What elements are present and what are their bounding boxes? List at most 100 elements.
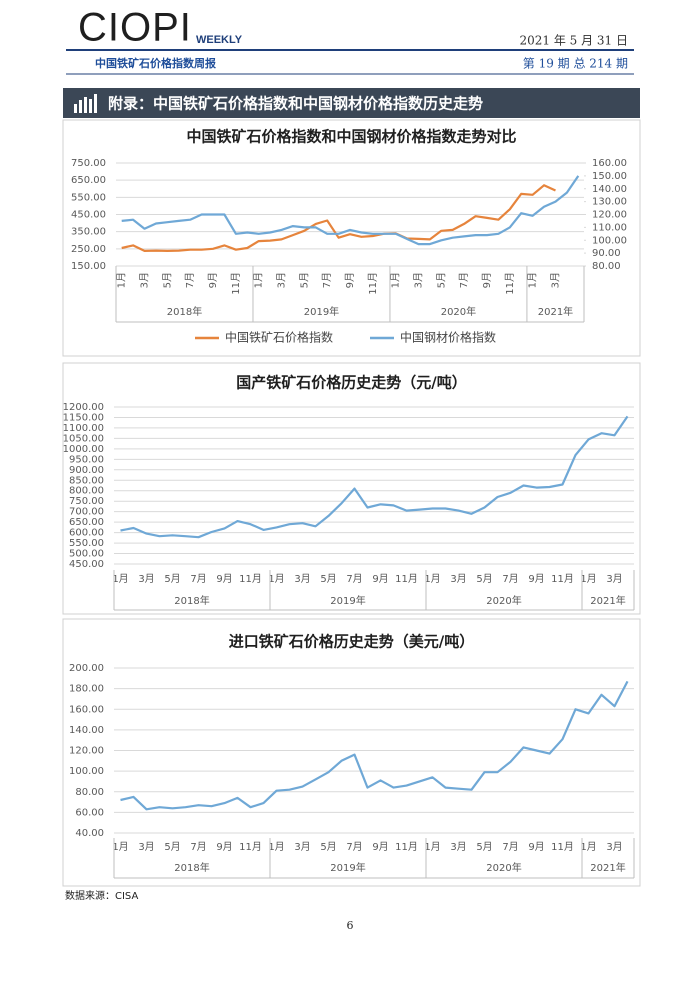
y-tick-label: 900.00 bbox=[69, 465, 104, 476]
x-group-label: 2019年 bbox=[330, 861, 365, 874]
y-tick-label: 110.00 bbox=[592, 222, 627, 233]
x-group-label: 2018年 bbox=[174, 594, 209, 607]
x-tick-label: 11月 bbox=[551, 573, 574, 585]
logo-tag: WEEKLY bbox=[196, 34, 243, 46]
x-tick-label: 5月 bbox=[298, 272, 310, 288]
legend-label: 中国铁矿石价格指数 bbox=[225, 330, 333, 345]
x-tick-label: 3月 bbox=[606, 573, 622, 585]
x-tick-label: 5月 bbox=[164, 573, 180, 585]
x-group-label: 2021年 bbox=[590, 861, 625, 874]
y-tick-label: 800.00 bbox=[69, 486, 104, 497]
chart-title: 进口铁矿石价格历史走势（美元/吨） bbox=[229, 633, 474, 651]
x-tick-label: 1月 bbox=[424, 573, 440, 585]
x-tick-label: 9月 bbox=[216, 841, 232, 853]
y-tick-label: 650.00 bbox=[69, 517, 104, 528]
x-tick-label: 7月 bbox=[321, 272, 333, 288]
x-group-label: 2020年 bbox=[486, 594, 521, 607]
data-line bbox=[121, 184, 556, 252]
x-tick-label: 9月 bbox=[207, 272, 219, 288]
x-tick-label: 9月 bbox=[481, 272, 493, 288]
section-title: 附录：中国铁矿石价格指数和中国钢材价格指数历史走势 bbox=[108, 95, 483, 113]
x-tick-label: 3月 bbox=[294, 573, 310, 585]
y-tick-label: 850.00 bbox=[69, 475, 104, 486]
date: 2021 年 5 月 31 日 bbox=[519, 34, 628, 48]
x-tick-label: 3月 bbox=[294, 841, 310, 853]
x-tick-label: 3月 bbox=[138, 573, 154, 585]
x-tick-label: 9月 bbox=[528, 573, 544, 585]
x-tick-label: 9月 bbox=[372, 841, 388, 853]
x-tick-label: 7月 bbox=[346, 573, 362, 585]
y-tick-label: 100.00 bbox=[69, 766, 104, 777]
data-line bbox=[120, 415, 629, 539]
x-tick-label: 11月 bbox=[239, 573, 262, 585]
y-tick-label: 450.00 bbox=[69, 559, 104, 570]
x-tick-label: 5月 bbox=[476, 841, 492, 853]
x-tick-label: 5月 bbox=[476, 573, 492, 585]
chart-title: 国产铁矿石价格历史走势（元/吨） bbox=[236, 374, 466, 392]
x-tick-label: 3月 bbox=[606, 841, 622, 853]
y-tick-label: 1050.00 bbox=[63, 433, 104, 444]
y-tick-label: 100.00 bbox=[592, 235, 627, 246]
x-group-label: 2021年 bbox=[590, 594, 625, 607]
x-tick-label: 1月 bbox=[580, 841, 596, 853]
x-tick-label: 1月 bbox=[112, 841, 128, 853]
x-tick-label: 1月 bbox=[268, 841, 284, 853]
x-tick-label: 1月 bbox=[268, 573, 284, 585]
y-tick-label: 120.00 bbox=[69, 746, 104, 757]
x-tick-label: 7月 bbox=[458, 272, 470, 288]
x-tick-label: 1月 bbox=[116, 272, 128, 288]
y-tick-label: 120.00 bbox=[592, 210, 627, 221]
chart-frame bbox=[62, 618, 641, 887]
x-tick-label: 7月 bbox=[184, 272, 196, 288]
x-tick-label: 1月 bbox=[253, 272, 265, 288]
y-tick-label: 250.00 bbox=[71, 244, 106, 255]
x-group-label: 2020年 bbox=[441, 305, 476, 318]
x-tick-label: 9月 bbox=[528, 841, 544, 853]
x-group-label: 2020年 bbox=[486, 861, 521, 874]
x-tick-label: 5月 bbox=[320, 573, 336, 585]
y-tick-label: 650.00 bbox=[71, 175, 106, 186]
legend-label: 中国钢材价格指数 bbox=[400, 330, 496, 345]
x-tick-label: 7月 bbox=[346, 841, 362, 853]
x-tick-label: 9月 bbox=[372, 573, 388, 585]
x-tick-label: 1月 bbox=[424, 841, 440, 853]
y-tick-label: 180.00 bbox=[69, 684, 104, 695]
x-tick-label: 5月 bbox=[320, 841, 336, 853]
x-tick-label: 3月 bbox=[138, 841, 154, 853]
data-line bbox=[120, 680, 629, 811]
x-tick-label: 11月 bbox=[551, 841, 574, 853]
x-group-label: 2021年 bbox=[538, 305, 573, 318]
y-tick-label: 1200.00 bbox=[63, 402, 104, 413]
y-tick-label: 1150.00 bbox=[63, 412, 104, 423]
x-tick-label: 3月 bbox=[450, 841, 466, 853]
source: 数据来源：CISA bbox=[65, 889, 138, 902]
y-tick-label: 90.00 bbox=[592, 248, 621, 259]
x-tick-label: 1月 bbox=[112, 573, 128, 585]
x-tick-label: 11月 bbox=[239, 841, 262, 853]
y-tick-label: 350.00 bbox=[71, 227, 106, 238]
x-tick-label: 3月 bbox=[549, 272, 561, 288]
y-tick-label: 750.00 bbox=[71, 158, 106, 169]
logo: CIOPI bbox=[78, 6, 192, 50]
y-tick-label: 160.00 bbox=[592, 158, 627, 169]
page-number: 6 bbox=[347, 919, 354, 932]
y-tick-label: 130.00 bbox=[592, 197, 627, 208]
y-tick-label: 550.00 bbox=[69, 538, 104, 549]
x-tick-label: 9月 bbox=[344, 272, 356, 288]
y-tick-label: 500.00 bbox=[69, 549, 104, 560]
x-tick-label: 3月 bbox=[276, 272, 288, 288]
y-tick-label: 450.00 bbox=[71, 210, 106, 221]
y-tick-label: 140.00 bbox=[69, 725, 104, 736]
x-tick-label: 5月 bbox=[164, 841, 180, 853]
y-tick-label: 550.00 bbox=[71, 192, 106, 203]
y-tick-label: 80.00 bbox=[592, 261, 621, 272]
x-tick-label: 7月 bbox=[502, 841, 518, 853]
chart-frame bbox=[62, 119, 641, 357]
x-tick-label: 11月 bbox=[367, 272, 379, 295]
y-tick-label: 150.00 bbox=[71, 261, 106, 272]
x-tick-label: 11月 bbox=[230, 272, 242, 295]
x-group-label: 2018年 bbox=[174, 861, 209, 874]
x-tick-label: 5月 bbox=[435, 272, 447, 288]
x-tick-label: 11月 bbox=[504, 272, 516, 295]
